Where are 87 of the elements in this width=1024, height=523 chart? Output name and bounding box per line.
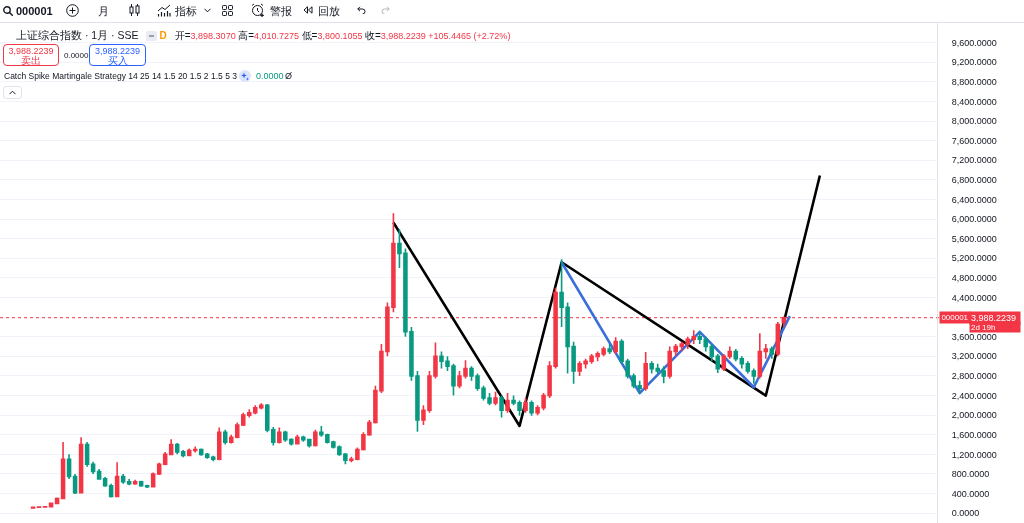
toolbar: 000001 月 指标 警报 回放	[0, 0, 1024, 23]
y-tick-label: 2,000.0000	[951, 410, 997, 421]
ref-line-label: 3,988.2239	[971, 313, 1017, 323]
candlestick	[505, 392, 510, 414]
y-tick-label: 4,800.0000	[951, 273, 997, 284]
candlestick	[90, 460, 96, 475]
candlestick	[613, 336, 618, 355]
y-tick-label: 6,400.0000	[951, 194, 997, 205]
candlestick	[643, 351, 648, 392]
y-tick-label: 0.0000	[951, 508, 980, 519]
candlestick	[210, 455, 216, 463]
annotation: Ø	[285, 71, 293, 81]
candlestick	[277, 426, 282, 445]
annotation: Catch Spike Martingale Strategy 14 25 14 1.5 20 1.5 2 1.5 5 3	[4, 71, 237, 81]
candlestick	[174, 442, 180, 456]
candlestick	[132, 479, 138, 486]
candlestick	[114, 461, 120, 498]
candlestick	[102, 476, 108, 488]
y-tick-label: 400.0000	[951, 488, 990, 499]
y-tick-label: 2,400.0000	[951, 390, 997, 401]
candlestick	[313, 429, 318, 448]
y-tick-label: 3,600.0000	[951, 331, 997, 342]
candlestick	[727, 345, 733, 360]
y-tick-label: 1,200.0000	[951, 449, 997, 460]
y-tick-label: 8,800.0000	[951, 76, 997, 87]
y-tick-label: 9,200.0000	[951, 57, 997, 68]
y-tick-label: 4,400.0000	[951, 292, 997, 303]
text: 开=3,898.3070 高=4,010.7275 低=3,800.1055 收=3,988.2239 +105.4465 (+2.72%)	[174, 29, 511, 42]
y-tick-label: 7,200.0000	[951, 155, 997, 166]
y-tick-label: 2,800.0000	[951, 371, 997, 382]
annotation: 3,988.2239	[93, 46, 141, 56]
y-tick-label: 5,600.0000	[951, 233, 997, 244]
candlestick	[66, 453, 72, 480]
candlestick	[523, 397, 528, 414]
candlestick	[769, 345, 775, 360]
candlestick	[78, 436, 84, 494]
candlestick	[144, 483, 150, 489]
sell-button: 3,988.2239 卖出	[3, 44, 59, 66]
candlestick	[775, 321, 781, 358]
candlestick	[493, 390, 498, 407]
text: 上证综合指数 · 1月 · SSE	[16, 29, 139, 42]
y-tick-label: 8,400.0000	[951, 96, 997, 107]
text: 2d 19h	[971, 322, 996, 332]
candlestick	[192, 445, 198, 454]
candlestick	[168, 438, 174, 457]
candlestick	[529, 399, 534, 417]
y-tick-label: 8,000.0000	[951, 116, 997, 127]
candlestick	[739, 355, 745, 370]
candlestick	[60, 441, 66, 500]
y-tick-label: 1,600.0000	[951, 429, 997, 440]
candlestick	[216, 426, 222, 462]
candlestick	[126, 478, 132, 487]
y-tick-label: 7,600.0000	[951, 135, 997, 146]
annotation: 0.0000	[64, 51, 89, 60]
annotation: 卖出	[21, 55, 41, 66]
candlestick	[222, 429, 228, 446]
y-tick-label: 800.0000	[951, 469, 990, 480]
candlestick	[721, 353, 727, 372]
annotation: 3,988.2239	[7, 46, 55, 56]
candlestick	[138, 480, 144, 488]
candlestick	[763, 343, 769, 360]
candlestick	[180, 449, 186, 459]
y-tick-label: 9,600.0000	[951, 37, 997, 48]
candlestick	[733, 348, 739, 363]
annotation: 买入	[106, 55, 129, 66]
line-series	[560, 260, 792, 395]
candlestick	[150, 471, 156, 489]
candlestick	[96, 468, 102, 481]
candlestick	[84, 441, 90, 468]
y-tick-label: 6,000.0000	[951, 214, 997, 225]
candlestick	[120, 473, 126, 485]
candlestick	[751, 367, 757, 385]
candlestick	[499, 394, 504, 419]
buy-button: 3,988.2239 买入	[89, 44, 146, 66]
candlestick	[108, 482, 114, 499]
candlestick	[295, 433, 300, 446]
line-series	[392, 174, 822, 428]
annotation: 0.0000	[256, 71, 284, 81]
y-tick-label: 5,200.0000	[951, 253, 997, 264]
candlestick	[745, 360, 751, 375]
y-tick-label: 6,800.0000	[951, 175, 997, 186]
annotation: D	[159, 30, 167, 41]
text: 000001	[941, 313, 969, 322]
candlestick	[198, 447, 204, 457]
candlestick	[607, 343, 612, 355]
candlestick	[757, 332, 763, 380]
y-tick-label: 3,200.0000	[951, 351, 997, 362]
